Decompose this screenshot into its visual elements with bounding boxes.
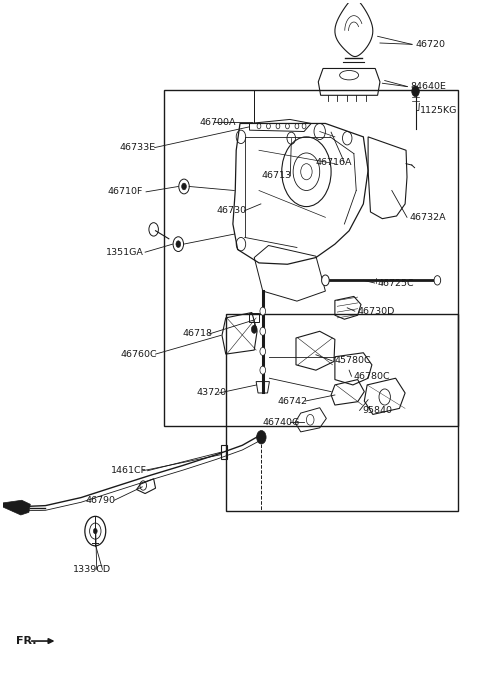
Text: 46790: 46790 (86, 496, 116, 505)
Text: 46700A: 46700A (200, 118, 236, 126)
Circle shape (412, 86, 420, 97)
Text: 84640E: 84640E (411, 82, 447, 91)
Text: 46740G: 46740G (263, 418, 300, 427)
Text: 45780C: 45780C (335, 356, 372, 365)
Circle shape (434, 276, 441, 285)
Text: 46780C: 46780C (354, 372, 391, 381)
Circle shape (94, 529, 97, 534)
Bar (221, 445, 227, 459)
Circle shape (260, 327, 265, 335)
Bar (226, 314, 458, 511)
Text: 46732A: 46732A (410, 213, 446, 222)
Text: 46733E: 46733E (119, 143, 155, 152)
Circle shape (322, 275, 329, 286)
Bar (164, 90, 458, 427)
Text: 46760C: 46760C (120, 349, 157, 358)
Text: 46742: 46742 (278, 397, 308, 406)
Text: 43720: 43720 (196, 389, 227, 397)
Text: FR.: FR. (16, 636, 36, 646)
Circle shape (181, 183, 186, 190)
Circle shape (260, 307, 265, 315)
Text: 46713: 46713 (261, 171, 291, 180)
Text: 95840: 95840 (362, 406, 393, 415)
Text: 46730D: 46730D (358, 307, 395, 316)
Text: 1339CD: 1339CD (73, 565, 111, 574)
Text: 46730: 46730 (216, 206, 246, 215)
Text: 1461CF: 1461CF (111, 466, 147, 475)
Circle shape (260, 347, 265, 356)
Text: 46720: 46720 (416, 40, 445, 49)
Text: 1351GA: 1351GA (106, 247, 144, 257)
Circle shape (257, 431, 266, 444)
Bar (250, 312, 259, 322)
Circle shape (260, 366, 265, 375)
Circle shape (252, 325, 257, 333)
Circle shape (176, 241, 180, 247)
Text: 46725C: 46725C (378, 279, 414, 287)
Text: 46710F: 46710F (107, 187, 143, 196)
Polygon shape (3, 500, 30, 515)
Text: 46718: 46718 (182, 329, 212, 339)
Text: 1125KG: 1125KG (420, 105, 457, 114)
Text: 46716A: 46716A (316, 158, 352, 167)
